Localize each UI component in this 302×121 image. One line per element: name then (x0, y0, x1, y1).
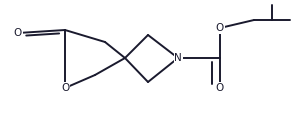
Text: O: O (14, 28, 22, 38)
Text: O: O (61, 83, 69, 93)
Text: O: O (216, 23, 224, 33)
Text: O: O (216, 83, 224, 93)
Text: N: N (174, 53, 182, 63)
